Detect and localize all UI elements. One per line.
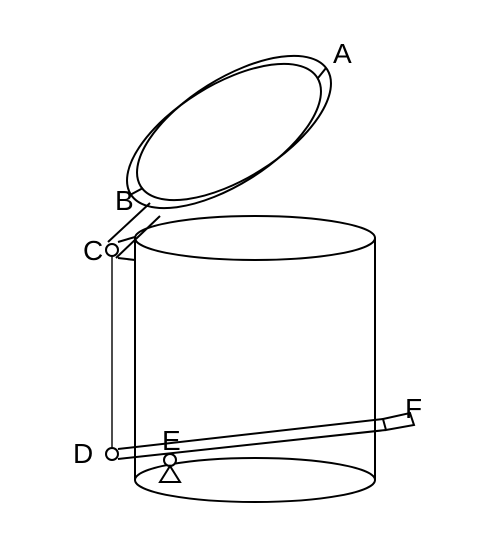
- label-c: C: [83, 235, 103, 266]
- hinge-c-pin: [106, 244, 118, 256]
- label-d: D: [73, 438, 93, 469]
- label-f: F: [405, 393, 422, 424]
- hinge-c-bracket-bottom: [118, 258, 135, 260]
- fulcrum-e-triangle: [160, 466, 180, 482]
- arm-bc-bottom: [116, 216, 160, 258]
- pivot-d: [106, 448, 118, 460]
- trash-can-lever-diagram: A B C D E F: [0, 0, 500, 537]
- fulcrum-e: [160, 454, 180, 482]
- lid: [104, 27, 354, 236]
- label-a: A: [333, 38, 352, 69]
- label-b: B: [115, 185, 134, 216]
- label-e: E: [162, 425, 181, 456]
- cylinder-top-ellipse: [135, 216, 375, 260]
- lever-df: [118, 419, 386, 459]
- lid-outer-ellipse: [114, 27, 354, 228]
